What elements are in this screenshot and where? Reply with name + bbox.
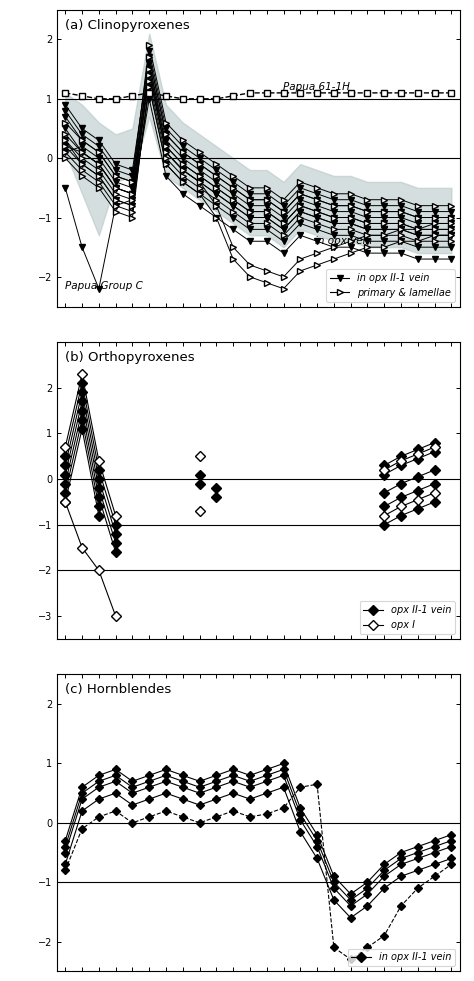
Legend: opx II-1 vein, opx I: opx II-1 vein, opx I [360,601,455,634]
Text: Papua 61-1H: Papua 61-1H [283,82,349,92]
Text: (a) Clinopyroxenes: (a) Clinopyroxenes [65,19,190,31]
Text: in opx vein: in opx vein [315,236,372,246]
Text: Papua Group C: Papua Group C [65,281,143,290]
Legend: in opx II-1 vein: in opx II-1 vein [347,949,455,966]
Text: (c) Hornblendes: (c) Hornblendes [65,684,171,697]
Legend: in opx II-1 vein, primary & lamellae: in opx II-1 vein, primary & lamellae [326,269,455,302]
Text: (b) Orthopyroxenes: (b) Orthopyroxenes [65,351,194,364]
